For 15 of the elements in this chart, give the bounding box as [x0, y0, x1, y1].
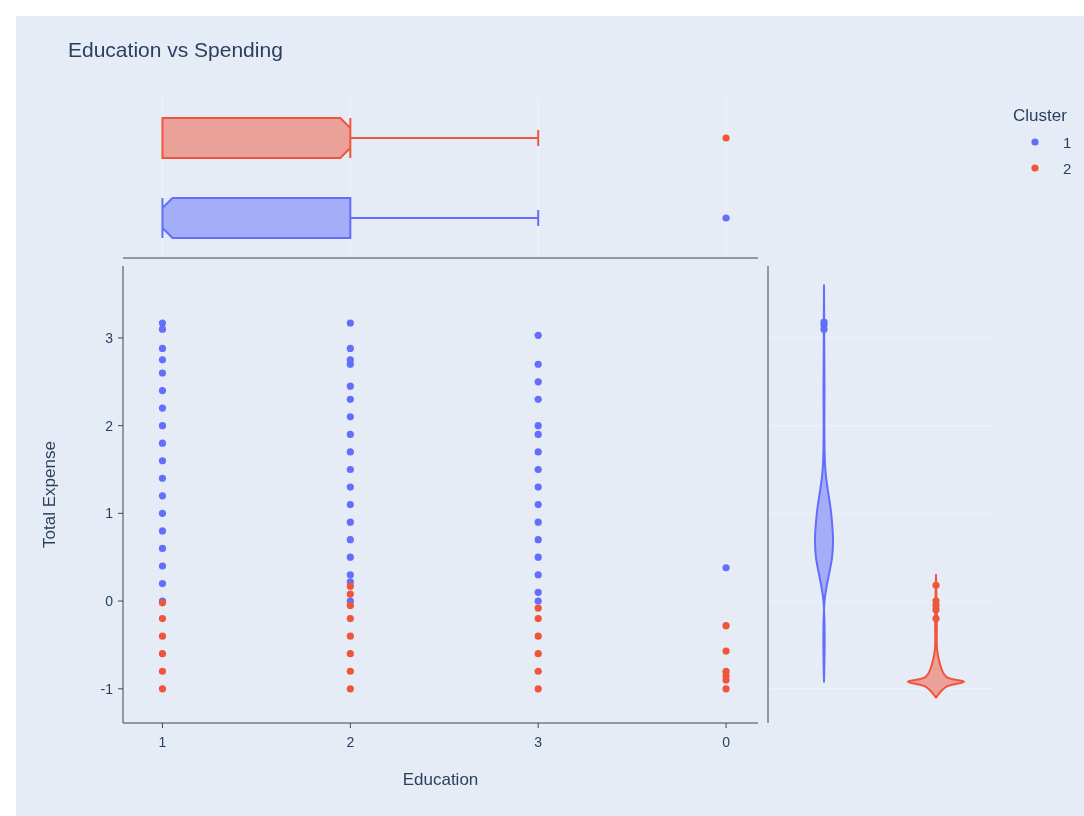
chart-title: Education vs Spending [68, 38, 283, 61]
x-tick-label: 0 [722, 734, 731, 750]
y-tick-label: 2 [105, 417, 114, 434]
x-tick-label: 1 [158, 734, 167, 750]
y-tick-label: -1 [100, 680, 114, 697]
y-tick-label: 1 [105, 505, 114, 522]
legend-label: 1 [1063, 134, 1072, 151]
y-tick-label: 0 [105, 593, 114, 610]
x-tick-label: 2 [346, 734, 355, 750]
y-tick-label: 3 [105, 329, 114, 346]
legend-title: Cluster [1013, 106, 1068, 125]
x-tick-label: 3 [534, 734, 543, 750]
legend-label: 2 [1063, 160, 1072, 177]
y-axis-title: Total Expense [40, 441, 59, 548]
x-axis-title: Education [402, 770, 479, 789]
